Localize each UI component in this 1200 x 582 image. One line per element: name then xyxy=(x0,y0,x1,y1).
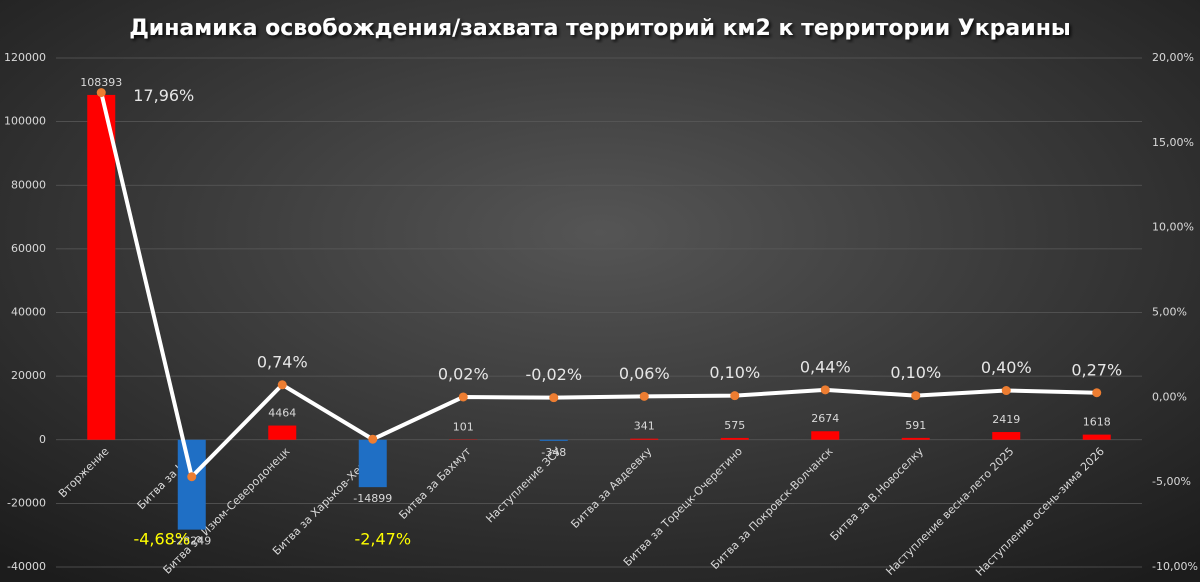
bar xyxy=(177,439,206,530)
line-value-label: 0,40% xyxy=(981,358,1032,377)
line-marker xyxy=(639,391,649,401)
line-marker xyxy=(458,392,468,402)
bar xyxy=(539,439,568,441)
line-value-label: 0,27% xyxy=(1071,360,1122,379)
y2-tick-label: 5,00% xyxy=(1152,306,1187,319)
line-value-label: 0,10% xyxy=(890,363,941,382)
line-value-label: 0,02% xyxy=(438,364,489,383)
line-marker xyxy=(549,393,559,403)
bar xyxy=(720,437,749,440)
y2-tick-label: -10,00% xyxy=(1152,560,1198,573)
bar xyxy=(358,439,387,488)
y-tick-label: 20000 xyxy=(11,369,46,382)
bar-value-label: 4464 xyxy=(268,407,296,420)
line-marker xyxy=(820,385,830,395)
line-marker xyxy=(730,391,740,401)
line-value-label: -0,02% xyxy=(525,365,582,384)
chart-title: Динамика освобождения/захвата территорий… xyxy=(129,16,1071,41)
line-value-label: 0,10% xyxy=(709,363,760,382)
y2-tick-label: 10,00% xyxy=(1152,221,1194,234)
bar xyxy=(87,94,116,440)
line-marker xyxy=(96,88,106,98)
bar-value-label: 591 xyxy=(905,419,926,432)
bar-value-label: 575 xyxy=(724,419,745,432)
line-marker xyxy=(187,472,197,482)
y2-tick-label: -5,00% xyxy=(1152,475,1191,488)
y-tick-label: 80000 xyxy=(11,178,46,191)
line-value-label: -2,47% xyxy=(354,530,411,549)
y-tick-label: 0 xyxy=(39,433,46,446)
line-value-label: 0,06% xyxy=(619,364,670,383)
line-value-label: 0,44% xyxy=(800,357,851,376)
y-tick-label: -40000 xyxy=(7,560,46,573)
y2-tick-label: 0,00% xyxy=(1152,390,1187,403)
bar-value-label: 1618 xyxy=(1083,416,1111,429)
bar-value-label: 341 xyxy=(634,420,655,433)
bar xyxy=(1082,434,1111,440)
bar-value-label: 2419 xyxy=(992,413,1020,426)
line-marker xyxy=(911,391,921,401)
line xyxy=(99,92,1097,479)
y-tick-label: 120000 xyxy=(4,51,46,64)
line-marker xyxy=(277,380,287,390)
bar-value-label: 108393 xyxy=(80,76,122,89)
y2-tick-label: 20,00% xyxy=(1152,51,1194,64)
bar xyxy=(992,432,1021,440)
bar xyxy=(630,438,659,440)
y-tick-label: 60000 xyxy=(11,242,46,255)
bar xyxy=(268,425,297,440)
y-tick-label: 40000 xyxy=(11,306,46,319)
bar xyxy=(901,437,930,440)
bar-value-label: 101 xyxy=(453,420,474,433)
line-value-label: -4,68% xyxy=(133,530,190,549)
line-value-label: 0,74% xyxy=(257,352,308,371)
bar xyxy=(811,431,840,440)
bar-value-label: -348 xyxy=(541,446,566,459)
line-marker xyxy=(1092,388,1102,398)
line-marker xyxy=(368,434,378,444)
bar-value-label: -14899 xyxy=(353,492,392,505)
bar-value-label: -28249 xyxy=(172,535,211,548)
y-tick-label: 100000 xyxy=(4,115,46,128)
line-marker xyxy=(1001,386,1011,396)
bar-value-label: 2674 xyxy=(811,412,839,425)
y2-tick-label: 15,00% xyxy=(1152,136,1194,149)
line-value-label: 17,96% xyxy=(133,86,194,105)
y-tick-label: -20000 xyxy=(7,496,46,509)
